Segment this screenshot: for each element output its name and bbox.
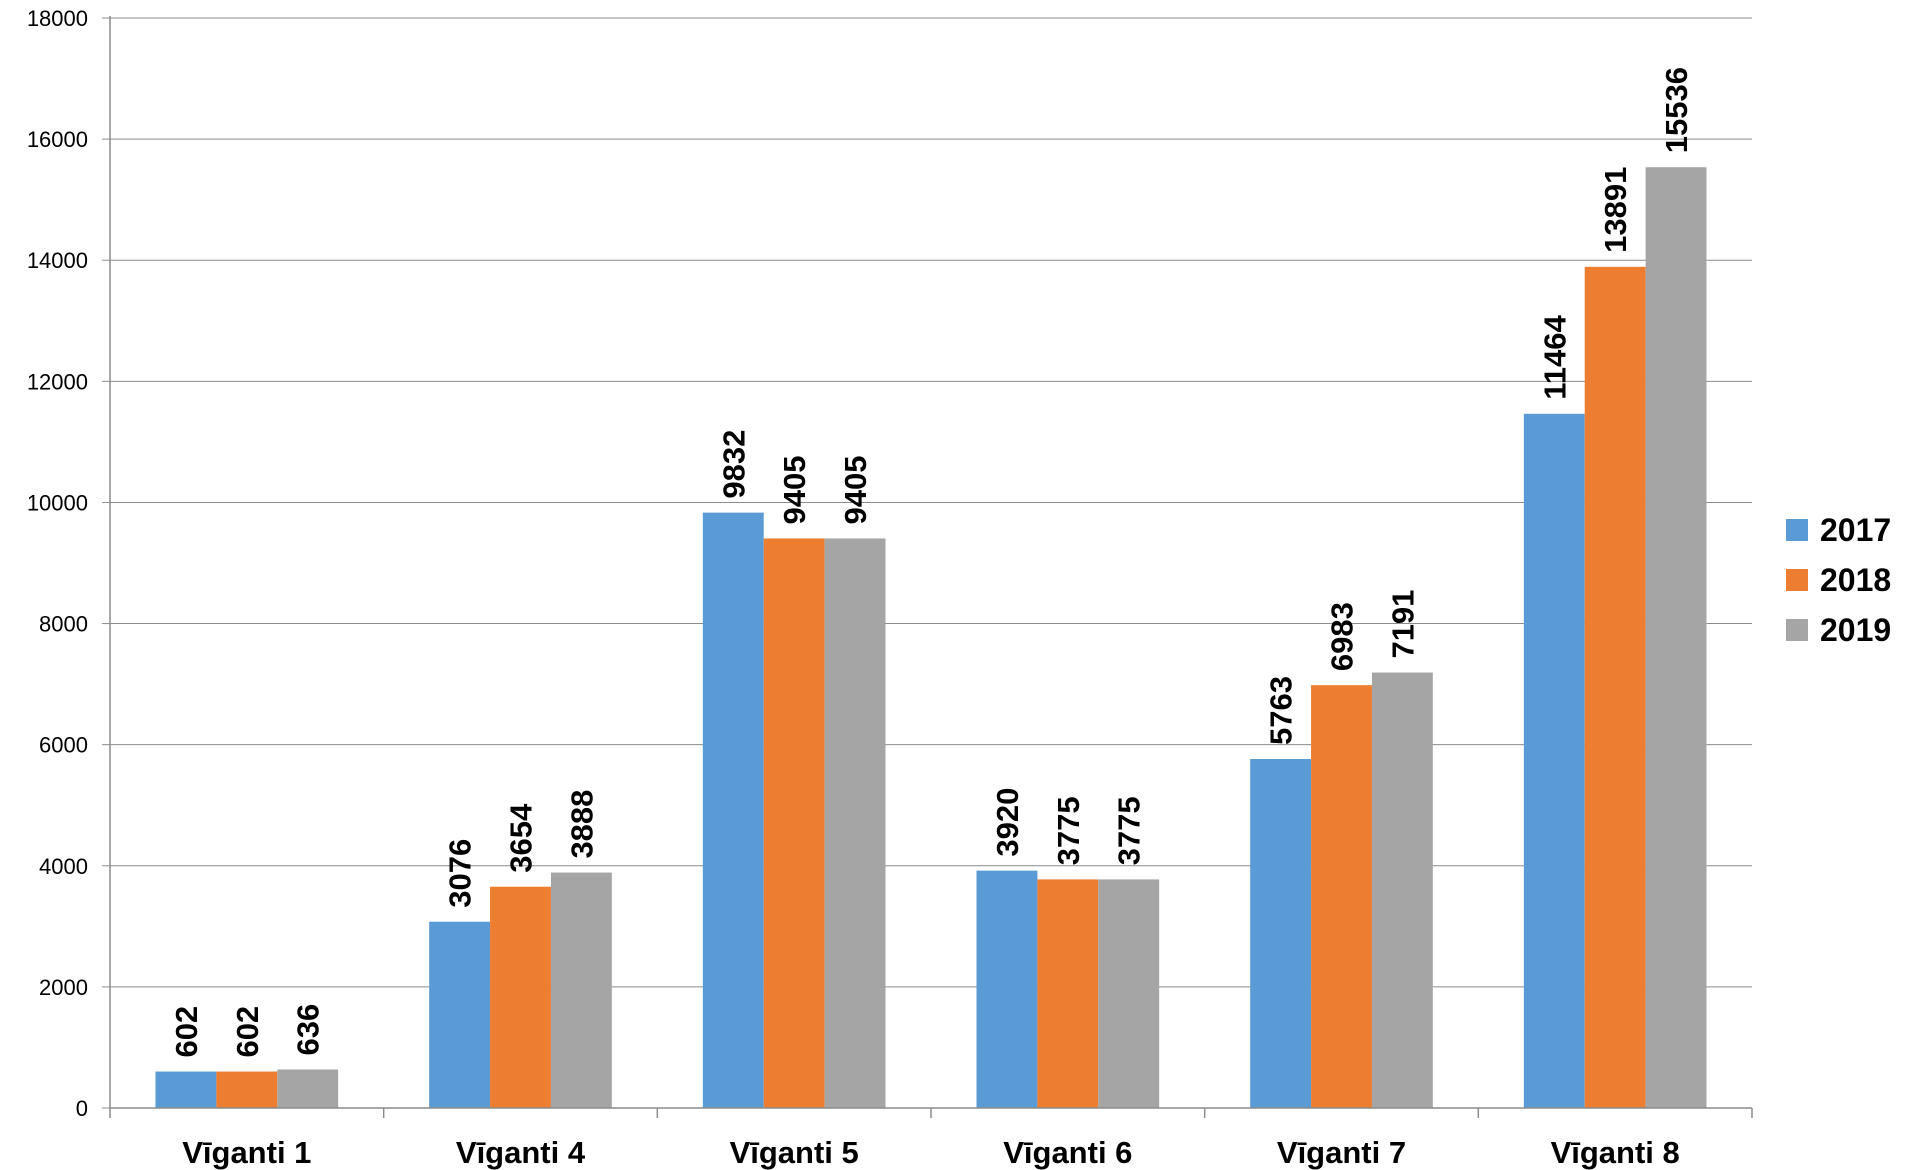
bars xyxy=(155,167,1707,1109)
data-label: 3076 xyxy=(443,839,478,908)
legend: 2017 2018 2019 xyxy=(1786,505,1891,655)
legend-label-2017: 2017 xyxy=(1820,511,1892,548)
axes xyxy=(102,16,1753,1118)
y-tick-label: 10000 xyxy=(27,490,88,515)
x-category-label: Vīganti 1 xyxy=(182,1135,311,1170)
data-label: 7191 xyxy=(1385,590,1420,659)
data-label: 3775 xyxy=(1051,796,1086,865)
bar-2017 xyxy=(1523,413,1585,1108)
x-category-label: Vīganti 5 xyxy=(730,1135,859,1170)
bar-2018 xyxy=(763,538,825,1108)
data-label: 15536 xyxy=(1659,67,1694,153)
y-axis-tick-labels: 0 2000 4000 6000 8000 10000 12000 14000 16000 180… xyxy=(27,6,88,1121)
data-labels: 602 602 636 3076 3654 3888 9832 9405 9405 3920 377… xyxy=(169,67,1694,1058)
y-tick-label: 14000 xyxy=(27,248,88,273)
bar-2017 xyxy=(976,870,1038,1108)
bar-2018 xyxy=(216,1071,278,1108)
gridlines xyxy=(110,17,1752,988)
bar-2019 xyxy=(1645,167,1707,1109)
data-label: 5763 xyxy=(1264,676,1299,745)
bar-2018 xyxy=(490,886,551,1108)
x-category-label: Vīganti 6 xyxy=(1003,1135,1132,1170)
x-category-label: Vīganti 4 xyxy=(456,1135,586,1170)
legend-swatch-2019 xyxy=(1786,619,1808,641)
x-axis-category-labels: Vīganti 1 Vīganti 4 Vīganti 5 Vīganti 6 Vīga… xyxy=(182,1135,1680,1170)
data-label: 3654 xyxy=(504,803,539,873)
y-tick-label: 0 xyxy=(76,1096,88,1121)
y-tick-label: 18000 xyxy=(27,6,88,31)
data-label: 9405 xyxy=(838,456,873,525)
x-category-label: Vīganti 7 xyxy=(1277,1135,1406,1170)
bar-2018 xyxy=(1584,266,1646,1109)
bar-2018 xyxy=(1037,879,1099,1108)
legend-swatch-2018 xyxy=(1786,569,1808,591)
y-tick-label: 4000 xyxy=(39,854,88,879)
bar-2019 xyxy=(1098,879,1160,1108)
bar-2017 xyxy=(702,512,764,1108)
legend-item-2018: 2018 xyxy=(1786,555,1891,605)
data-label: 13891 xyxy=(1598,167,1633,253)
y-tick-label: 16000 xyxy=(27,127,88,152)
bar-2019 xyxy=(824,538,886,1108)
bar-2017 xyxy=(1250,759,1312,1108)
data-label: 6983 xyxy=(1325,602,1360,671)
data-label: 602 xyxy=(169,1006,204,1058)
legend-item-2019: 2019 xyxy=(1786,605,1891,655)
data-label: 11464 xyxy=(1537,315,1572,400)
data-label: 3920 xyxy=(990,788,1025,857)
bar-2017 xyxy=(429,921,491,1108)
data-label: 636 xyxy=(291,1004,326,1056)
legend-item-2017: 2017 xyxy=(1786,505,1891,555)
bar-2019 xyxy=(1371,672,1433,1108)
y-tick-label: 6000 xyxy=(39,733,88,758)
bar-2018 xyxy=(1311,685,1372,1108)
data-label: 3888 xyxy=(564,790,599,859)
bar-2019 xyxy=(550,872,612,1108)
data-label: 602 xyxy=(230,1006,265,1058)
y-tick-label: 8000 xyxy=(39,612,88,637)
y-tick-label: 2000 xyxy=(39,975,88,1000)
bar-2017 xyxy=(155,1071,217,1108)
legend-label-2019: 2019 xyxy=(1820,611,1892,648)
bar-2019 xyxy=(277,1069,339,1108)
data-label: 9405 xyxy=(777,456,812,525)
legend-swatch-2017 xyxy=(1786,519,1808,541)
x-category-label: Vīganti 8 xyxy=(1551,1135,1680,1170)
data-label: 9832 xyxy=(716,430,751,499)
legend-label-2018: 2018 xyxy=(1820,561,1892,598)
data-label: 3775 xyxy=(1112,796,1147,865)
y-tick-label: 12000 xyxy=(27,369,88,394)
